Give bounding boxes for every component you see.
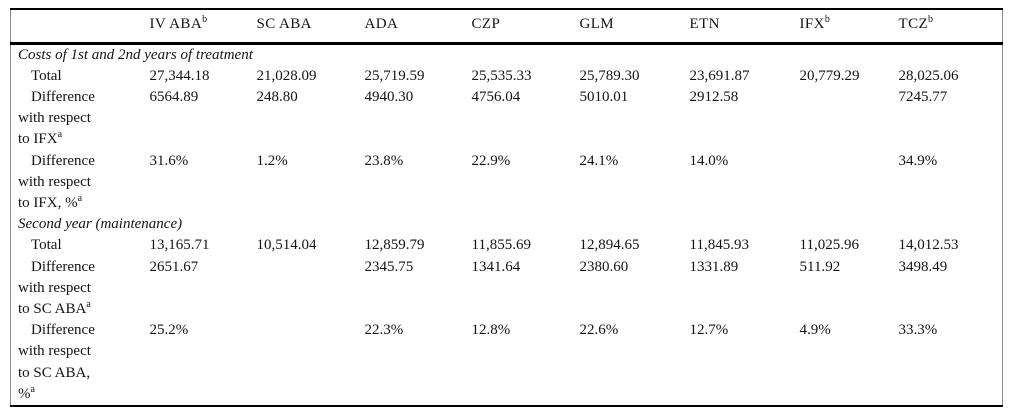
value-cell: 11,855.69 <box>471 237 531 254</box>
value-cell: 25.2% <box>149 322 189 339</box>
header-row: IV ABAb SC ABA ADA CZP GLM ETN IFXb TCZb <box>10 9 1003 45</box>
table-header: IV ABAb SC ABA ADA CZP GLM ETN IFXb TCZb <box>10 9 1003 45</box>
value-cell: 25,719.59 <box>364 67 425 84</box>
column-header-ada: ADA <box>363 9 471 45</box>
value-cell: 10,514.04 <box>256 237 317 254</box>
value-cell <box>799 87 898 151</box>
table-row: Difference with respect to IFXa 6564.89 24… <box>11 87 1003 151</box>
table-row: Difference with respect to IFX, %a 31.6% 1… <box>11 151 1003 215</box>
section-row: Costs of 1st and 2nd years of treatment <box>11 43 1003 66</box>
value-cell: 31.6% <box>149 152 189 169</box>
row-label: Difference with respect to IFX, %a <box>11 151 149 215</box>
column-header-etn: ETN <box>688 9 799 45</box>
row-label: Total <box>11 235 149 256</box>
value-cell: 1331.89 <box>689 258 739 275</box>
footnote-marker: b <box>824 14 831 26</box>
value-cell: 5010.01 <box>579 88 629 105</box>
value-cell <box>256 320 364 406</box>
value-cell: 25,789.30 <box>579 67 640 84</box>
value-cell: 511.92 <box>799 258 841 275</box>
row-label: Total <box>11 66 149 87</box>
value-cell: 11,845.93 <box>689 237 749 254</box>
footnote-marker: a <box>86 298 91 310</box>
value-cell: 12,894.65 <box>579 237 640 254</box>
table-row: Total 27,344.18 21,028.09 25,719.59 25,535.3… <box>11 66 1003 87</box>
footnote-marker: b <box>202 14 208 26</box>
value-cell: 33.3% <box>898 322 938 339</box>
value-cell: 22.9% <box>471 152 511 169</box>
value-cell: 4.9% <box>799 322 831 339</box>
value-cell: 12,859.79 <box>364 237 425 254</box>
footnote-marker: b <box>928 14 934 26</box>
column-header-glm: GLM <box>578 9 689 45</box>
table-row: Difference with respect to SC ABA, %a 25.… <box>11 320 1003 406</box>
value-cell: 14.0% <box>689 152 729 169</box>
footnote-marker: a <box>30 383 35 395</box>
value-cell: 14,012.53 <box>898 237 959 254</box>
column-header-empty <box>10 9 149 45</box>
value-cell: 22.3% <box>364 322 404 339</box>
row-label-text: Difference with respect to SC ABA <box>18 258 95 317</box>
value-cell: 6564.89 <box>149 88 199 105</box>
row-label-text: Difference with respect to IFX, % <box>18 152 95 211</box>
table-row: Total 13,165.71 10,514.04 12,859.79 11,855.6… <box>11 235 1003 256</box>
section-label: Second year (maintenance) <box>18 216 183 233</box>
value-cell: 248.80 <box>256 88 298 105</box>
section-label: Costs of 1st and 2nd years of treatment <box>18 46 253 63</box>
value-cell: 28,025.06 <box>898 67 959 84</box>
table-body: Costs of 1st and 2nd years of treatment T… <box>11 43 1003 406</box>
treatment-costs-table: IV ABAb SC ABA ADA CZP GLM ETN IFXb TCZb… <box>10 8 1003 407</box>
value-cell: 27,344.18 <box>149 67 210 84</box>
cost-table-container: IV ABAb SC ABA ADA CZP GLM ETN IFXb TCZb… <box>10 8 1003 407</box>
value-cell: 4756.04 <box>471 88 521 105</box>
row-label: Difference with respect to SC ABA, %a <box>11 320 149 406</box>
value-cell: 4940.30 <box>364 88 414 105</box>
column-header-sc-aba: SC ABA <box>255 9 364 45</box>
value-cell: 22.6% <box>579 322 619 339</box>
row-label-text: Difference with respect to SC ABA, % <box>18 322 95 402</box>
value-cell: 3498.49 <box>898 258 948 275</box>
value-cell <box>256 257 364 321</box>
value-cell <box>799 151 898 215</box>
column-header-iv-aba: IV ABAb <box>148 9 256 45</box>
value-cell: 1.2% <box>256 152 288 169</box>
footnote-marker: a <box>57 129 63 141</box>
table-row: Difference with respect to SC ABAa 2651.6… <box>11 257 1003 321</box>
column-header-tcz: TCZb <box>897 9 1003 45</box>
value-cell: 2380.60 <box>579 258 629 275</box>
value-cell: 24.1% <box>579 152 619 169</box>
value-cell: 12.7% <box>689 322 729 339</box>
row-label: Difference with respect to IFXa <box>11 87 149 151</box>
value-cell: 13,165.71 <box>149 237 210 254</box>
column-header-ifx: IFXb <box>798 9 898 45</box>
column-header-czp: CZP <box>470 9 579 45</box>
value-cell: 11,025.96 <box>799 237 859 254</box>
row-label-text: Difference with respect to IFX <box>18 88 95 148</box>
value-cell: 2912.58 <box>689 88 739 105</box>
value-cell: 2345.75 <box>364 258 414 275</box>
row-label-text: Total <box>31 67 62 84</box>
value-cell: 34.9% <box>898 152 938 169</box>
value-cell: 23,691.87 <box>689 67 750 84</box>
value-cell: 20,779.29 <box>799 67 860 84</box>
value-cell: 12.8% <box>471 322 511 339</box>
footnote-marker: a <box>77 192 83 204</box>
value-cell: 7245.77 <box>898 88 948 105</box>
row-label: Difference with respect to SC ABAa <box>11 257 149 321</box>
value-cell: 21,028.09 <box>256 67 317 84</box>
value-cell: 25,535.33 <box>471 67 532 84</box>
value-cell: 23.8% <box>364 152 404 169</box>
value-cell: 1341.64 <box>471 258 521 275</box>
value-cell: 2651.67 <box>149 258 199 275</box>
row-label-text: Total <box>31 237 62 254</box>
section-row: Second year (maintenance) <box>11 214 1003 235</box>
